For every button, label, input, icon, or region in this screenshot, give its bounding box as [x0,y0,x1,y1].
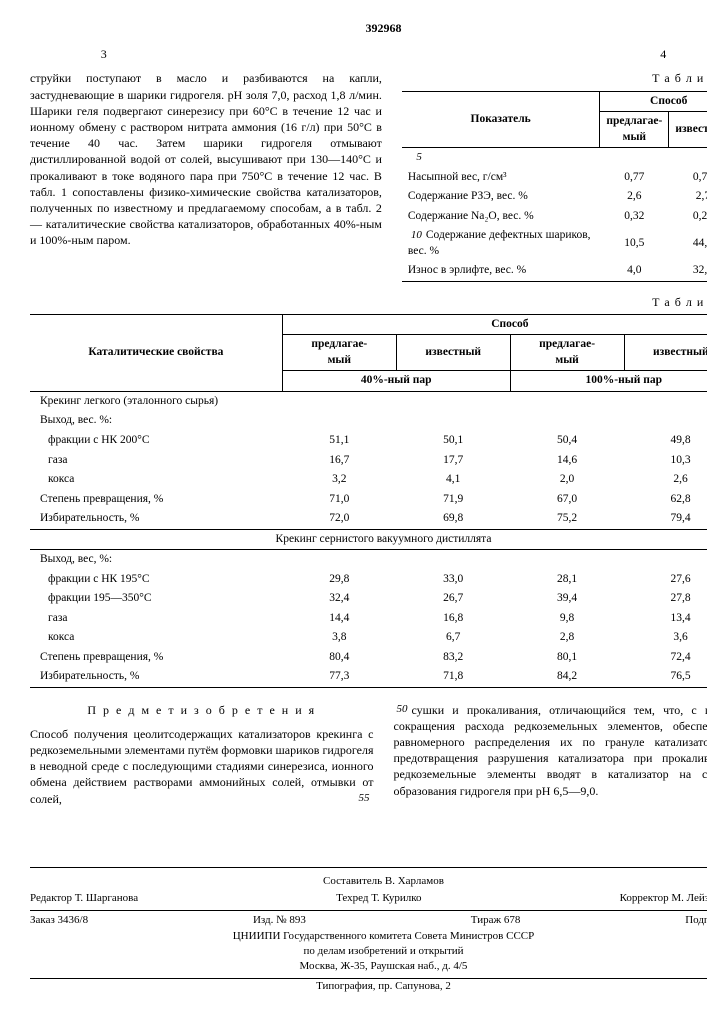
line-ref-10: 10 [408,228,422,243]
table-row: Насыпной вес, г/см³0,770,70 [402,168,707,188]
table-row: кокса3,86,72,83,6 [30,628,707,648]
table-row: газа16,717,714,610,3 [30,451,707,471]
footer-order: Заказ 3436/8 [30,913,88,928]
line-ref-50: 50 [394,702,408,717]
t1-head-indicator: Показатель [402,91,600,148]
table-row: кокса3,24,12,02,6 [30,470,707,490]
table-row: Износ в эрлифте, вес. %4,032,0 [402,261,707,281]
table-row: Содержание РЗЭ, вес. %2,62,7 [402,187,707,207]
body-text-left: струйки поступают в масло и разбиваются … [30,70,382,281]
footer-print: Типография, пр. Сапунова, 2 [30,979,707,994]
table2-caption: Т а б л и ц а 2 [30,294,707,310]
footer-compiler: Составитель В. Харламов [30,874,707,889]
footer-corrector: Корректор М. Лейзерман [620,891,707,906]
claim-title: П р е д м е т и з о б р е т е н и я [30,702,374,718]
t2-head-method: Способ [282,314,707,335]
t1-head-method: Способ [600,91,707,112]
line-ref-5: 5 [408,150,422,165]
claim-text-right: сушки и прокаливания, отличающийся тем, … [394,703,707,798]
table1: Показатель Способ предлагае- мый известн… [402,91,707,282]
table-row: Степень превращения, %80,483,280,172,4 [30,648,707,668]
table-row: фракции 195—350°С32,426,739,427,8 [30,589,707,609]
page-right: 4 [660,46,666,62]
t2-head-prop: Каталитические свойства [30,314,282,391]
t2-sec2: Крекинг сернистого вакуумного дистиллята [30,529,707,550]
footer-sub: Подписное [685,913,707,928]
footer-editor: Редактор Т. Шарганова [30,891,138,906]
footer: Составитель В. Харламов Редактор Т. Шарг… [30,867,707,994]
line-ref-55: 55 [356,791,370,806]
table-row: газа14,416,89,813,4 [30,609,707,629]
footer-tirazh: Тираж 678 [471,913,521,928]
table-row: фракции с НК 200°С51,150,150,449,8 [30,431,707,451]
t2-sec1: Крекинг легкого (эталонного сырья) [30,391,707,411]
page-numbers: 3 4 [101,46,667,62]
table-row: Избирательность, %77,371,884,276,5 [30,667,707,687]
table1-caption: Т а б л и ц а 1 [402,70,707,86]
table-row: Содержание Na₂O, вес. %0,320,27 [402,207,707,227]
t1-head-known: известный [669,112,707,148]
t1-head-proposed: предлагае- мый [600,112,669,148]
footer-org2: по делам изобретений и открытий [30,944,707,959]
claim-text-left: Способ получения цеолитсодержащих катали… [30,727,374,806]
footer-org1: ЦНИИПИ Государственного комитета Совета … [30,929,707,944]
footer-addr: Москва, Ж-35, Раушская наб., д. 4/5 [30,959,707,979]
table-row: Избирательность, %72,069,875,279,4 [30,509,707,529]
table2: Каталитические свойства Способ предлагае… [30,314,707,688]
table-row: фракции с НК 195°С29,833,028,127,6 [30,570,707,590]
table-row: 10Содержание дефектных шариков, вес. %10… [402,226,707,261]
document-number: 392968 [30,20,707,36]
footer-izd: Изд. № 893 [253,913,306,928]
footer-tech: Техред Т. Курилко [336,891,421,906]
table-row: Степень превращения, %71,071,967,062,8 [30,490,707,510]
page-left: 3 [101,46,107,62]
